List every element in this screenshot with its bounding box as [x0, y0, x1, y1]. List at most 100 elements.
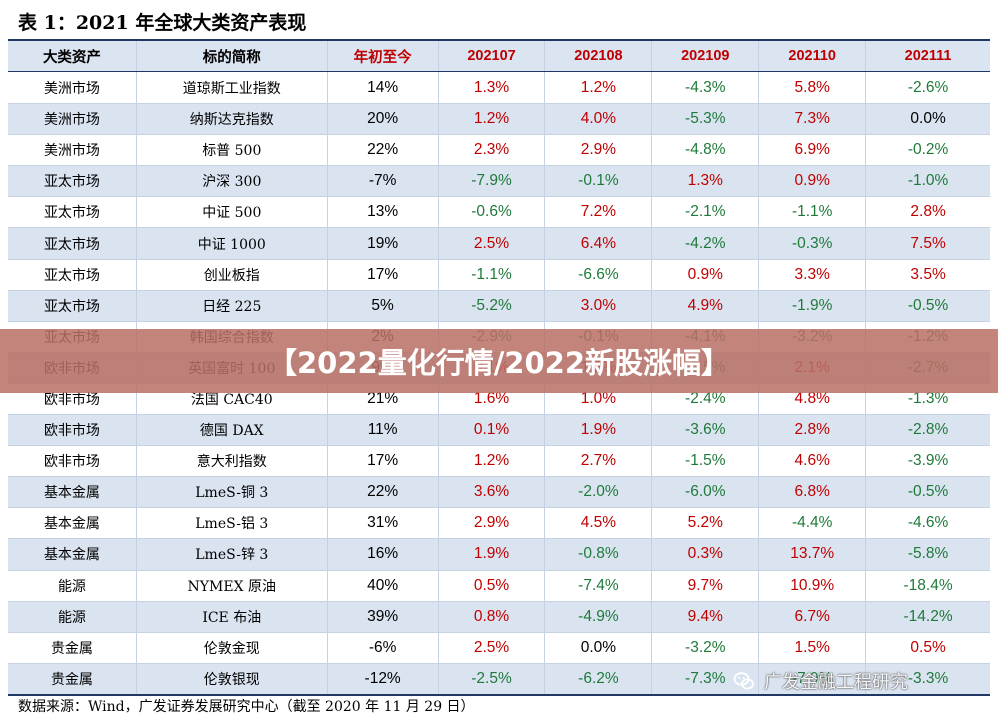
column-header: 标的简称: [137, 41, 328, 71]
value-cell: -1.5%: [652, 446, 760, 477]
asset-class-cell: 贵金属: [8, 632, 137, 663]
value-cell: 2.5%: [439, 632, 546, 663]
value-cell: -2.4%: [652, 383, 760, 415]
table-row: 能源 NYMEX 原油 40% 0.5% -7.4% 9.7% 10.9% -18.4%: [8, 569, 990, 601]
table-row: 美洲市场 标普 500 22% 2.3% 2.9% -4.8% 6.9% -0.2%: [8, 134, 990, 166]
value-cell: 4.5%: [545, 508, 653, 539]
column-header: 年初至今: [328, 41, 439, 71]
column-header: 202107: [439, 41, 546, 71]
value-cell: 3.5%: [910, 265, 946, 283]
value-cell: -3.6%: [652, 415, 760, 446]
value-cell: 10.9%: [759, 570, 867, 601]
asset-class-cell: 基本金属: [8, 539, 137, 570]
value-cell: -14.2%: [903, 607, 953, 625]
asset-name-cell: 道琼斯工业指数: [137, 72, 328, 104]
table-title: 表 1：2021 年全球大类资产表现: [18, 12, 307, 34]
value-cell: 22%: [328, 135, 439, 166]
value-cell: -0.5%: [907, 296, 949, 314]
value-cell: 0.5%: [910, 638, 946, 656]
value-cell: 0.8%: [439, 601, 546, 632]
table-row: 美洲市场 纳斯达克指数 20% 1.2% 4.0% -5.3% 7.3% 0.0%: [8, 103, 990, 135]
value-cell: 22%: [328, 477, 439, 508]
table-row: 贵金属 伦敦银现 -12% -2.5% -6.2% -7.3% -7.9% -3.3%: [8, 662, 990, 694]
value-cell: -0.2%: [907, 141, 949, 159]
value-cell: 1.9%: [439, 539, 546, 570]
table-row: 亚太市场 沪深 300 -7% -7.9% -0.1% 1.3% 0.9% -1.0%: [8, 165, 990, 197]
column-header: 202110: [759, 41, 867, 71]
table-row: 欧非市场 德国 DAX 11% 0.1% 1.9% -3.6% 2.8% -2.8%: [8, 414, 990, 446]
asset-name-cell: ICE 布油: [137, 601, 328, 632]
table-row: 贵金属 伦敦金现 -6% 2.5% 0.0% -3.2% 1.5% 0.5%: [8, 631, 990, 663]
value-cell: 0.5%: [439, 570, 546, 601]
asset-class-cell: 美洲市场: [8, 135, 137, 166]
value-cell: -2.5%: [439, 663, 546, 694]
table-row: 能源 ICE 布油 39% 0.8% -4.9% 9.4% 6.7% -14.2%: [8, 600, 990, 632]
value-cell: -1.3%: [907, 389, 949, 407]
value-cell: 2.3%: [439, 135, 546, 166]
asset-name-cell: 纳斯达克指数: [137, 104, 328, 135]
asset-name-cell: LmeS-铝 3: [137, 508, 328, 539]
table-row: 基本金属 LmeS-铝 3 31% 2.9% 4.5% 5.2% -4.4% -4.6%: [8, 507, 990, 539]
value-cell: 2.7%: [545, 446, 653, 477]
value-cell: 6.9%: [759, 135, 867, 166]
column-header: 大类资产: [8, 41, 137, 71]
value-cell: -4.6%: [907, 514, 949, 532]
value-cell: 0.9%: [759, 166, 867, 197]
value-cell: 16%: [328, 539, 439, 570]
table-row: 美洲市场 道琼斯工业指数 14% 1.3% 1.2% -4.3% 5.8% -2.6%: [8, 72, 990, 104]
asset-class-cell: 美洲市场: [8, 72, 137, 104]
column-header: 202109: [652, 41, 760, 71]
value-cell: 7.5%: [910, 234, 946, 252]
value-cell: 2.8%: [759, 415, 867, 446]
asset-class-cell: 能源: [8, 570, 137, 601]
value-cell: 1.6%: [439, 383, 546, 415]
value-cell: 5.2%: [652, 508, 760, 539]
value-cell: 7.3%: [759, 104, 867, 135]
asset-name-cell: 日经 225: [137, 290, 328, 321]
value-cell: 40%: [328, 570, 439, 601]
value-cell: 11%: [328, 415, 439, 446]
asset-name-cell: LmeS-锌 3: [137, 539, 328, 570]
asset-name-cell: NYMEX 原油: [137, 570, 328, 601]
value-cell: 6.8%: [759, 477, 867, 508]
value-cell: -0.1%: [545, 166, 653, 197]
value-cell: 1.2%: [439, 104, 546, 135]
value-cell: 2.9%: [439, 508, 546, 539]
asset-class-cell: 能源: [8, 601, 137, 632]
value-cell: 1.5%: [759, 632, 867, 663]
asset-name-cell: 沪深 300: [137, 166, 328, 197]
watermark-text: 广发金融工程研究: [764, 672, 908, 693]
asset-class-cell: 欧非市场: [8, 383, 137, 415]
table-row: 欧非市场 意大利指数 17% 1.2% 2.7% -1.5% 4.6% -3.9%: [8, 445, 990, 477]
value-cell: 3.0%: [545, 290, 653, 321]
value-cell: 0.3%: [652, 539, 760, 570]
overlay-banner[interactable]: 【2022量化行情/2022新股涨幅】: [0, 329, 998, 393]
table-row: 基本金属 LmeS-铜 3 22% 3.6% -2.0% -6.0% 6.8% -0.5%: [8, 476, 990, 508]
column-header: 202111: [904, 48, 952, 64]
value-cell: 1.2%: [439, 446, 546, 477]
value-cell: 2.9%: [545, 135, 653, 166]
value-cell: -7.9%: [759, 663, 867, 694]
value-cell: 39%: [328, 601, 439, 632]
value-cell: 3.6%: [439, 477, 546, 508]
value-cell: 13.7%: [759, 539, 867, 570]
asset-name-cell: 中证 1000: [137, 228, 328, 259]
value-cell: -7.4%: [545, 570, 653, 601]
value-cell: 5.8%: [759, 72, 867, 104]
value-cell: 1.3%: [439, 72, 546, 104]
value-cell: -2.6%: [907, 78, 949, 96]
value-cell: 1.9%: [545, 415, 653, 446]
value-cell: 3.3%: [759, 259, 867, 290]
asset-name-cell: 伦敦金现: [137, 632, 328, 663]
table-row: 亚太市场 创业板指 17% -1.1% -6.6% 0.9% 3.3% 3.5%: [8, 258, 990, 290]
value-cell: -7%: [328, 166, 439, 197]
wechat-icon: [733, 672, 754, 690]
value-cell: 6.7%: [759, 601, 867, 632]
value-cell: -6.2%: [545, 663, 653, 694]
value-cell: 4.9%: [652, 290, 760, 321]
value-cell: 1.0%: [545, 383, 653, 415]
asset-name-cell: 法国 CAC40: [137, 383, 328, 415]
asset-class-cell: 欧非市场: [8, 415, 137, 446]
asset-class-cell: 亚太市场: [8, 290, 137, 321]
value-cell: 17%: [328, 446, 439, 477]
